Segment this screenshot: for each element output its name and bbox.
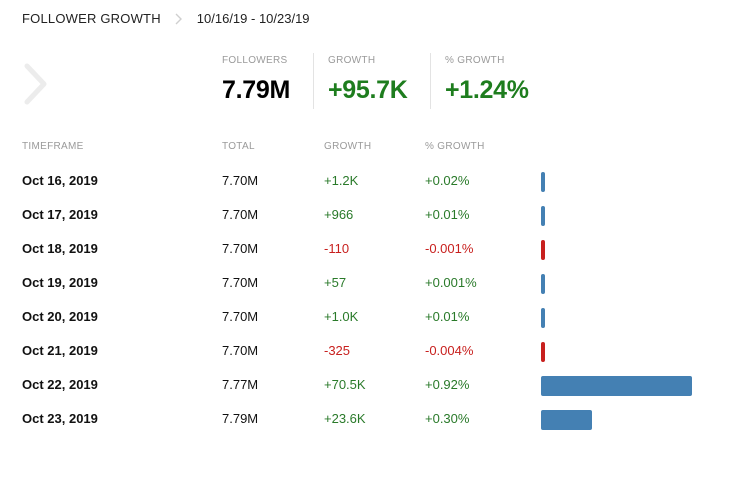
row-date: Oct 18, 2019	[22, 241, 98, 256]
row-growth: +57	[324, 275, 347, 290]
row-total: 7.70M	[222, 343, 259, 358]
row-pct-growth: +0.01%	[425, 207, 470, 222]
row-pct-growth: -0.001%	[425, 241, 474, 256]
table-row: Oct 16, 2019 7.70M +1.2K +0.02%	[0, 172, 731, 208]
growth-value: +95.7K	[328, 76, 408, 104]
breadcrumb: FOLLOWER GROWTH 10/16/19 - 10/23/19	[22, 11, 310, 26]
pct-growth-value: +1.24%	[445, 76, 529, 104]
row-date: Oct 22, 2019	[22, 377, 98, 392]
row-total: 7.70M	[222, 207, 259, 222]
row-growth: +70.5K	[324, 377, 366, 392]
growth-bar	[541, 342, 545, 362]
table-row: Oct 19, 2019 7.70M +57 +0.001%	[0, 274, 731, 310]
growth-bar	[541, 274, 545, 294]
row-date: Oct 20, 2019	[22, 309, 98, 324]
growth-bar	[541, 308, 545, 328]
growth-stat: GROWTH +95.7K	[328, 55, 408, 105]
row-total: 7.77M	[222, 377, 259, 392]
growth-label: GROWTH	[328, 55, 376, 66]
table-row: Oct 23, 2019 7.79M +23.6K +0.30%	[0, 410, 731, 446]
column-header-growth: GROWTH	[324, 141, 372, 152]
growth-bar	[541, 206, 545, 226]
row-date: Oct 17, 2019	[22, 207, 98, 222]
divider	[313, 53, 314, 109]
growth-bar	[541, 410, 592, 430]
row-total: 7.70M	[222, 241, 259, 256]
growth-bar	[541, 172, 545, 192]
pct-growth-label: % GROWTH	[445, 55, 505, 66]
chevron-right-icon	[175, 13, 182, 24]
row-total: 7.70M	[222, 275, 259, 290]
row-growth: -110	[324, 241, 350, 256]
table-row: Oct 18, 2019 7.70M -110 -0.001%	[0, 240, 731, 276]
row-total: 7.70M	[222, 309, 259, 324]
row-pct-growth: -0.004%	[425, 343, 474, 358]
growth-bar	[541, 376, 692, 396]
row-date: Oct 16, 2019	[22, 173, 98, 188]
chevron-right-icon[interactable]	[22, 62, 50, 106]
column-header-pct-growth: % GROWTH	[425, 141, 485, 152]
page-title: FOLLOWER GROWTH	[22, 11, 161, 26]
followers-stat: FOLLOWERS 7.79M	[222, 55, 290, 105]
followers-value: 7.79M	[222, 76, 290, 104]
row-growth: +23.6K	[324, 411, 366, 426]
row-pct-growth: +0.01%	[425, 309, 470, 324]
row-pct-growth: +0.92%	[425, 377, 470, 392]
row-pct-growth: +0.001%	[425, 275, 477, 290]
growth-bar	[541, 240, 545, 260]
row-total: 7.70M	[222, 173, 259, 188]
followers-label: FOLLOWERS	[222, 55, 288, 66]
column-header-timeframe: TIMEFRAME	[22, 141, 84, 152]
row-pct-growth: +0.02%	[425, 173, 470, 188]
table-row: Oct 20, 2019 7.70M +1.0K +0.01%	[0, 308, 731, 344]
row-date: Oct 23, 2019	[22, 411, 98, 426]
row-growth: +966	[324, 207, 354, 222]
table-row: Oct 21, 2019 7.70M -325 -0.004%	[0, 342, 731, 378]
pct-growth-stat: % GROWTH +1.24%	[445, 55, 529, 105]
column-header-total: TOTAL	[222, 141, 255, 152]
row-total: 7.79M	[222, 411, 259, 426]
divider	[430, 53, 431, 109]
row-growth: +1.0K	[324, 309, 359, 324]
table-row: Oct 17, 2019 7.70M +966 +0.01%	[0, 206, 731, 242]
table-row: Oct 22, 2019 7.77M +70.5K +0.92%	[0, 376, 731, 412]
row-date: Oct 19, 2019	[22, 275, 98, 290]
row-growth: +1.2K	[324, 173, 359, 188]
row-growth: -325	[324, 343, 351, 358]
date-range: 10/16/19 - 10/23/19	[196, 11, 310, 26]
row-date: Oct 21, 2019	[22, 343, 98, 358]
row-pct-growth: +0.30%	[425, 411, 470, 426]
